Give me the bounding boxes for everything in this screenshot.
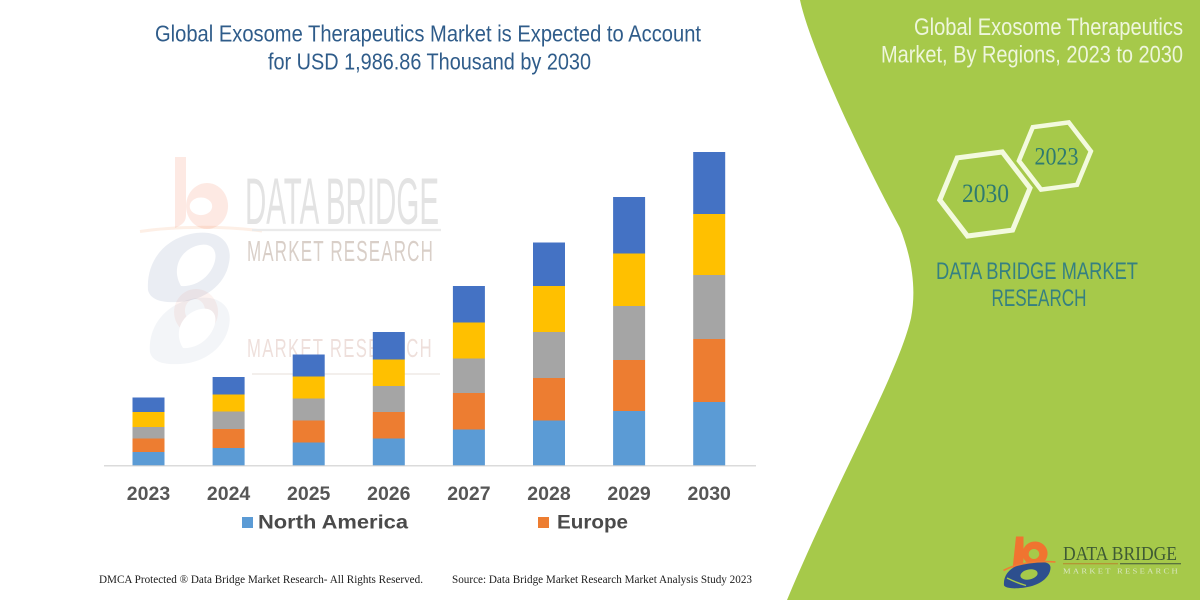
svg-text:Europe: Europe xyxy=(557,513,628,534)
svg-text:MARKET RESEARCH: MARKET RESEARCH xyxy=(247,236,434,268)
svg-text:2024: 2024 xyxy=(207,483,251,505)
svg-text:2030: 2030 xyxy=(688,483,732,505)
svg-text:2029: 2029 xyxy=(607,483,651,505)
svg-text:2023: 2023 xyxy=(1035,144,1079,171)
svg-text:DATA BRIDGE MARKET: DATA BRIDGE MARKET xyxy=(936,258,1138,285)
svg-text:Market, By Regions, 2023 to 20: Market, By Regions, 2023 to 2030 xyxy=(881,42,1183,69)
svg-text:North America: North America xyxy=(258,513,408,534)
svg-text:DATA BRIDGE: DATA BRIDGE xyxy=(245,164,439,238)
svg-text:for USD 1,986.86 Thousand by 2: for USD 1,986.86 Thousand by 2030 xyxy=(268,49,591,75)
svg-text:Source: Data Bridge Market Res: Source: Data Bridge Market Research Mark… xyxy=(452,574,752,586)
svg-text:2025: 2025 xyxy=(287,483,331,505)
svg-text:RESEARCH: RESEARCH xyxy=(992,285,1087,312)
svg-text:2026: 2026 xyxy=(367,483,411,505)
svg-text:DATA BRIDGE: DATA BRIDGE xyxy=(1063,543,1177,565)
svg-text:Global Exosome Therapeutics Ma: Global Exosome Therapeutics Market is Ex… xyxy=(155,21,701,47)
svg-text:2027: 2027 xyxy=(447,483,490,505)
svg-text:2023: 2023 xyxy=(127,483,171,505)
svg-text:MARKET RESEARCH: MARKET RESEARCH xyxy=(247,333,433,363)
svg-text:MARKET RESEARCH: MARKET RESEARCH xyxy=(1063,567,1180,576)
svg-text:DMCA Protected ® Data Bridge M: DMCA Protected ® Data Bridge Market Rese… xyxy=(99,574,423,586)
svg-text:Global Exosome Therapeutics: Global Exosome Therapeutics xyxy=(914,14,1183,41)
svg-text:2028: 2028 xyxy=(527,483,571,505)
svg-text:2030: 2030 xyxy=(962,179,1009,208)
